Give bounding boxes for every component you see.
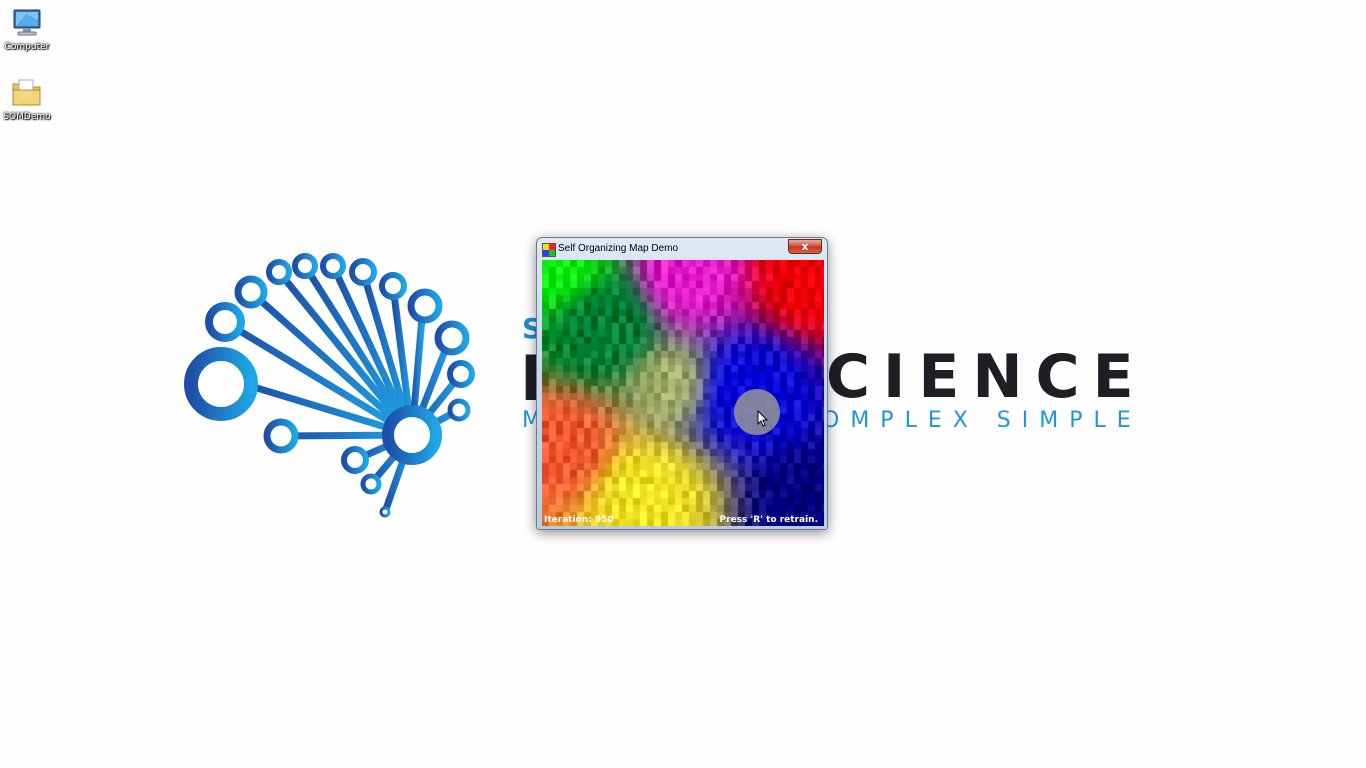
som-demo-window[interactable]: Self Organizing Map Demo x Iteration: 95… [536, 237, 828, 530]
som-map-view[interactable]: Iteration: 950 Press 'R' to retrain. [542, 260, 824, 526]
desktop-icon-label: Computer [4, 42, 50, 52]
folder-icon [12, 79, 41, 106]
wordmark-big-right: CIENCE [826, 342, 1147, 412]
app-icon[interactable] [542, 243, 556, 257]
brain-network-logo [184, 253, 475, 518]
computer-icon [13, 9, 41, 36]
close-button[interactable]: x [788, 239, 822, 254]
som-color-map [542, 260, 824, 526]
window-titlebar[interactable]: Self Organizing Map Demo x [537, 238, 827, 260]
cursor-highlight [734, 389, 780, 435]
retrain-hint: Press 'R' to retrain. [719, 515, 818, 525]
desktop-icon-label: SOMDemo [3, 112, 51, 122]
desktop-icon-computer[interactable]: Computer [2, 6, 52, 52]
mouse-pointer-icon [757, 410, 769, 427]
iteration-label: Iteration: 950 [544, 515, 614, 525]
tagline-right: OMPLEX SIMPLE [822, 408, 1142, 433]
window-title: Self Organizing Map Demo [558, 243, 679, 254]
desktop-icon-somdemo[interactable]: SOMDemo [2, 76, 52, 122]
